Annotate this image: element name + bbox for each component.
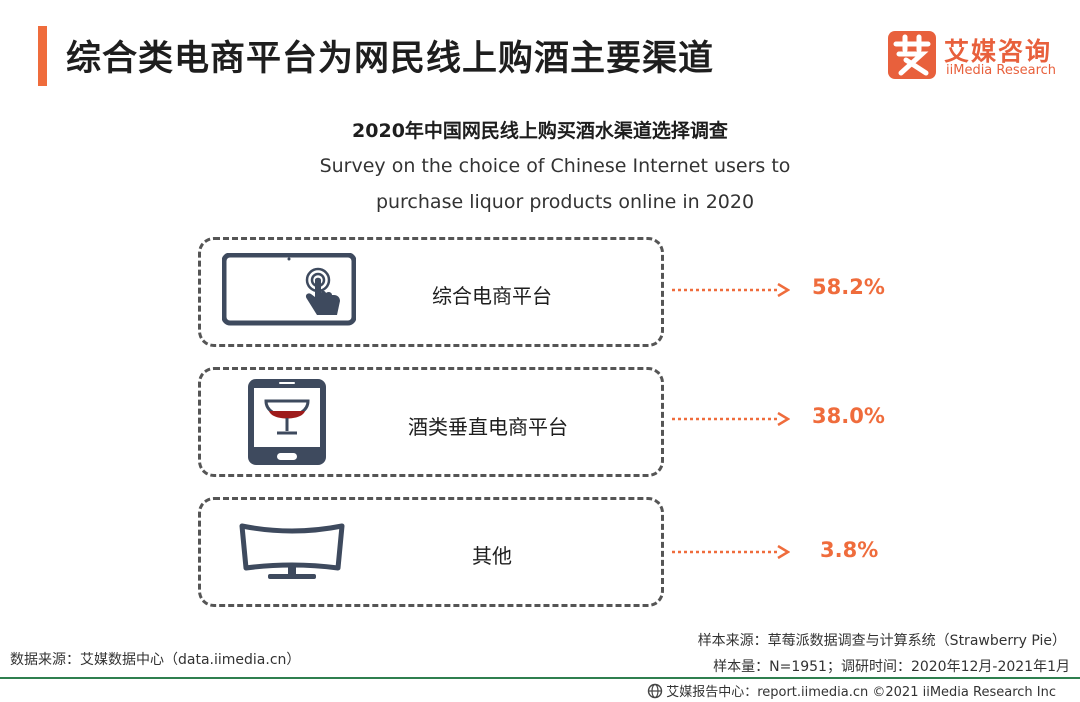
arrow-icon	[672, 412, 790, 426]
channel-value-2: 38.0%	[812, 404, 885, 428]
logo-mark-icon	[888, 31, 936, 79]
logo-text-cn: 艾媒咨询	[944, 37, 1053, 66]
chart-subtitle-line-1: Survey on the choice of Chinese Internet…	[319, 155, 791, 177]
footer-divider	[0, 677, 1080, 679]
data-source: 数据来源：艾媒数据中心（data.iimedia.cn）	[10, 652, 301, 668]
brand-logo: 艾媒咨询 iiMedia Research	[888, 31, 1068, 81]
sample-size: 样本量：N=1951；调研时间：2020年12月-2021年1月	[713, 659, 1070, 675]
globe-icon	[647, 683, 663, 698]
channel-label-1: 综合电商平台	[432, 284, 552, 308]
title-accent-bar	[38, 26, 47, 86]
arrow-icon	[672, 545, 790, 559]
page-title: 综合类电商平台为网民线上购酒主要渠道	[66, 39, 715, 79]
channel-card-3	[198, 497, 664, 607]
chart-subtitle-line-2: purchase liquor products online in 2020	[375, 191, 755, 213]
channel-value-1: 58.2%	[812, 275, 885, 299]
report-center-text: 艾媒报告中心：report.iimedia.cn ©2021 iiMedia R…	[666, 685, 1056, 700]
channel-label-2: 酒类垂直电商平台	[408, 415, 568, 439]
report-center-footer: 艾媒报告中心：report.iimedia.cn ©2021 iiMedia R…	[647, 681, 1056, 700]
channel-card-1	[198, 237, 664, 347]
chart-title: 2020年中国网民线上购买酒水渠道选择调查	[352, 120, 728, 142]
curved-monitor-icon	[238, 522, 346, 586]
channel-label-3: 其他	[472, 544, 512, 568]
tablet-touch-icon	[221, 252, 357, 331]
channel-card-2	[198, 367, 664, 477]
phone-wine-glass-icon	[246, 377, 328, 471]
sample-source: 样本来源：草莓派数据调查与计算系统（Strawberry Pie）	[697, 633, 1066, 649]
channel-value-3: 3.8%	[820, 538, 879, 562]
arrow-icon	[672, 283, 790, 297]
logo-text-en: iiMedia Research	[946, 63, 1057, 78]
